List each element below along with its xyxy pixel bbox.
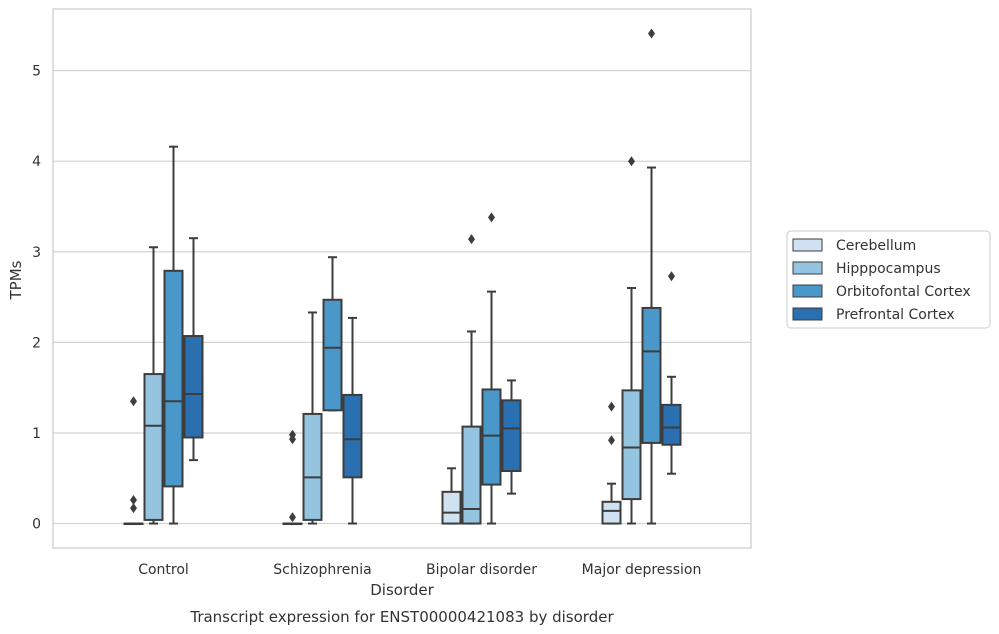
plot-frame: [52, 8, 752, 549]
legend-swatch: [792, 284, 823, 298]
y-tick-labels: 0 1 2 3 4 5: [32, 64, 41, 533]
box-3-3: [661, 271, 682, 475]
outlier-point: [289, 434, 296, 445]
box-2-0: [163, 145, 184, 525]
legend-swatch: [792, 261, 823, 275]
box-1-0: [143, 246, 164, 525]
box-1-1: [302, 311, 323, 525]
x-tick-label: Control: [138, 562, 189, 578]
chart-caption: Transcript expression for ENST0000042108…: [189, 608, 614, 626]
box-iqr: [621, 389, 642, 501]
box-iqr: [641, 306, 662, 444]
box-iqr: [163, 269, 184, 488]
outlier-point: [648, 28, 655, 39]
outlier-point: [488, 212, 495, 223]
box-3-1: [342, 316, 363, 525]
y-tick-label: 3: [32, 245, 41, 261]
box-0-2: [441, 467, 462, 525]
y-tick-label: 4: [32, 154, 41, 170]
box-groups: [123, 28, 682, 526]
outlier-point: [130, 396, 137, 407]
box-2-2: [481, 212, 502, 525]
box-iqr: [501, 399, 522, 473]
box-2-1: [322, 256, 343, 412]
outlier-point: [608, 435, 615, 446]
outlier-point: [668, 271, 675, 282]
outlier-point: [468, 234, 475, 245]
x-axis-label: Disorder: [370, 581, 434, 599]
y-axis-label: TPMs: [7, 260, 25, 300]
legend-swatch: [792, 238, 823, 252]
box-2-3: [641, 28, 662, 525]
box-iqr: [322, 298, 343, 412]
box-1-2: [461, 234, 482, 525]
legend: Cerebellum Hipppocampus Orbitofontal Corte…: [786, 230, 991, 329]
box-iqr: [661, 403, 682, 446]
box-3-2: [501, 379, 522, 495]
box-iqr: [342, 393, 363, 479]
y-tick-label: 0: [32, 517, 41, 533]
box-iqr: [302, 412, 323, 521]
x-tick-labels: Control Schizophrenia Bipolar disorder Majo…: [138, 562, 701, 578]
box-iqr: [441, 490, 462, 525]
legend-label: Prefrontal Cortex: [836, 307, 955, 323]
legend-frame: [786, 230, 991, 329]
outlier-point: [608, 401, 615, 412]
box-iqr: [183, 335, 204, 439]
legend-swatch: [792, 307, 823, 321]
box-0-3: [601, 401, 622, 525]
box-0-1: [282, 429, 303, 526]
box-3-0: [183, 237, 204, 462]
y-tick-label: 1: [32, 426, 41, 442]
x-tick-label: Major depression: [582, 562, 702, 578]
outlier-point: [130, 503, 137, 514]
box-iqr: [601, 500, 622, 525]
x-tick-label: Schizophrenia: [273, 562, 371, 578]
legend-label: Orbitofontal Cortex: [836, 284, 971, 300]
outlier-point: [130, 494, 137, 505]
box-0-0: [123, 396, 144, 526]
y-tick-label: 2: [32, 335, 41, 351]
box-1-3: [621, 156, 642, 525]
y-tick-label: 5: [32, 64, 41, 80]
outlier-point: [289, 512, 296, 523]
box-iqr: [143, 373, 164, 521]
outlier-point: [628, 156, 635, 167]
legend-label: Cerebellum: [836, 238, 916, 254]
legend-label: Hipppocampus: [836, 261, 941, 277]
box-iqr: [461, 425, 482, 525]
x-tick-label: Bipolar disorder: [426, 562, 537, 578]
box-iqr: [481, 388, 502, 486]
